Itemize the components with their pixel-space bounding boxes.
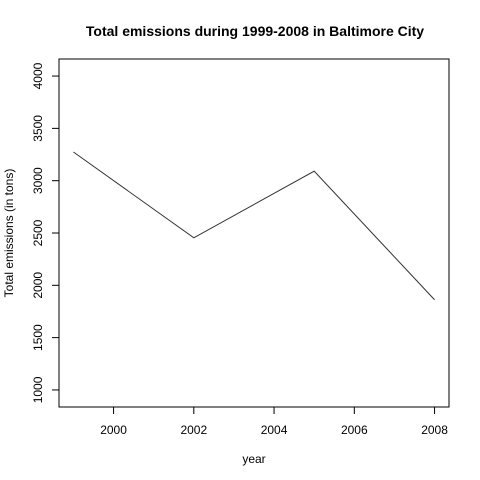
y-axis: 1000 1500 2000 2500 3000 3500 4000 bbox=[31, 62, 60, 403]
x-tick-label: 2008 bbox=[421, 423, 448, 437]
chart-title: Total emissions during 1999-2008 in Balt… bbox=[86, 23, 424, 39]
y-tick-label: 2000 bbox=[31, 272, 45, 299]
y-tick-label: 3000 bbox=[31, 167, 45, 194]
y-tick-label: 3500 bbox=[31, 115, 45, 142]
y-axis-label: Total emissions (in tons) bbox=[2, 169, 16, 298]
y-tick-label: 1000 bbox=[31, 376, 45, 403]
x-tick-label: 2006 bbox=[341, 423, 368, 437]
x-axis-label: year bbox=[242, 452, 265, 466]
y-tick-label: 2500 bbox=[31, 219, 45, 246]
x-tick-label: 2002 bbox=[180, 423, 207, 437]
series-line bbox=[73, 151, 435, 301]
x-tick-label: 2004 bbox=[261, 423, 288, 437]
x-tick-label: 2000 bbox=[100, 423, 127, 437]
plot-box bbox=[58, 58, 450, 408]
y-tick-label: 1500 bbox=[31, 324, 45, 351]
series-layer bbox=[73, 151, 435, 301]
y-tick-label: 4000 bbox=[31, 62, 45, 89]
x-axis: 2000 2002 2004 2006 2008 bbox=[100, 406, 448, 437]
